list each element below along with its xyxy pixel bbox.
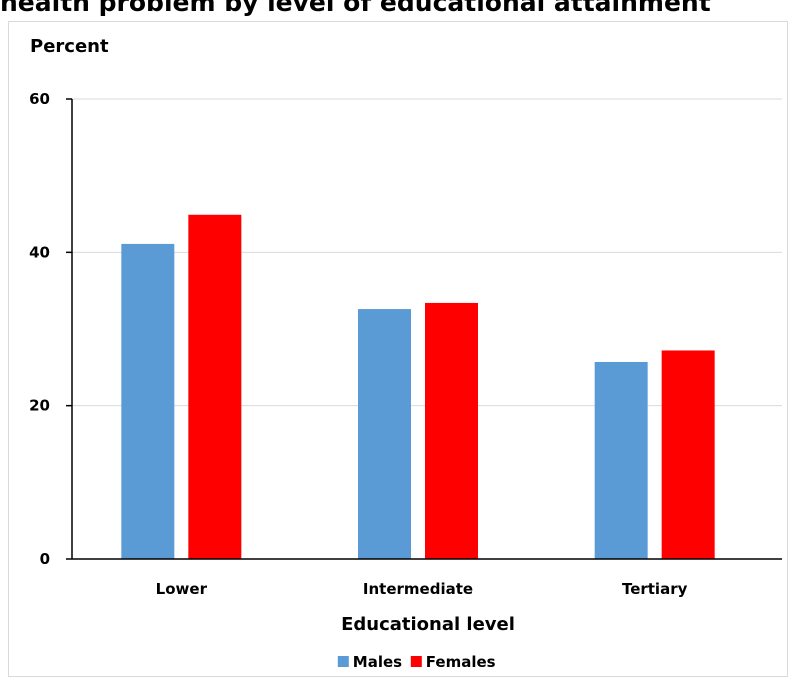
y-tick-label: 40 [29, 243, 50, 261]
bar-males-lower [121, 243, 175, 559]
legend-label-females: Females [426, 653, 496, 671]
y-tick-label: 0 [40, 550, 50, 568]
legend: Males Females [337, 653, 496, 671]
chart-frame [8, 21, 788, 677]
legend-swatch-males [337, 656, 349, 667]
bar-females-lower [188, 214, 242, 559]
y-axis-title: Percent [30, 36, 109, 57]
x-axis-ticks: Lower Intermediate Tertiary [156, 580, 688, 598]
legend-label-males: Males [353, 653, 402, 671]
bar-females-tertiary [661, 350, 715, 559]
legend-swatch-females [410, 656, 422, 667]
bar-males-intermediate [358, 309, 411, 559]
bar-males-tertiary [594, 361, 648, 559]
x-tick-label: Lower [156, 580, 208, 598]
y-tick-label: 20 [29, 397, 50, 415]
x-tick-label: Intermediate [363, 580, 473, 598]
bar-females-intermediate [425, 302, 478, 559]
y-tick-label: 60 [29, 90, 50, 108]
bars [121, 214, 715, 559]
x-tick-label: Tertiary [622, 580, 688, 598]
y-axis-ticks: 0 20 40 60 [29, 90, 72, 568]
x-axis-title: Educational level [341, 614, 515, 635]
chart-title: health problem by level of educational a… [0, 0, 711, 17]
